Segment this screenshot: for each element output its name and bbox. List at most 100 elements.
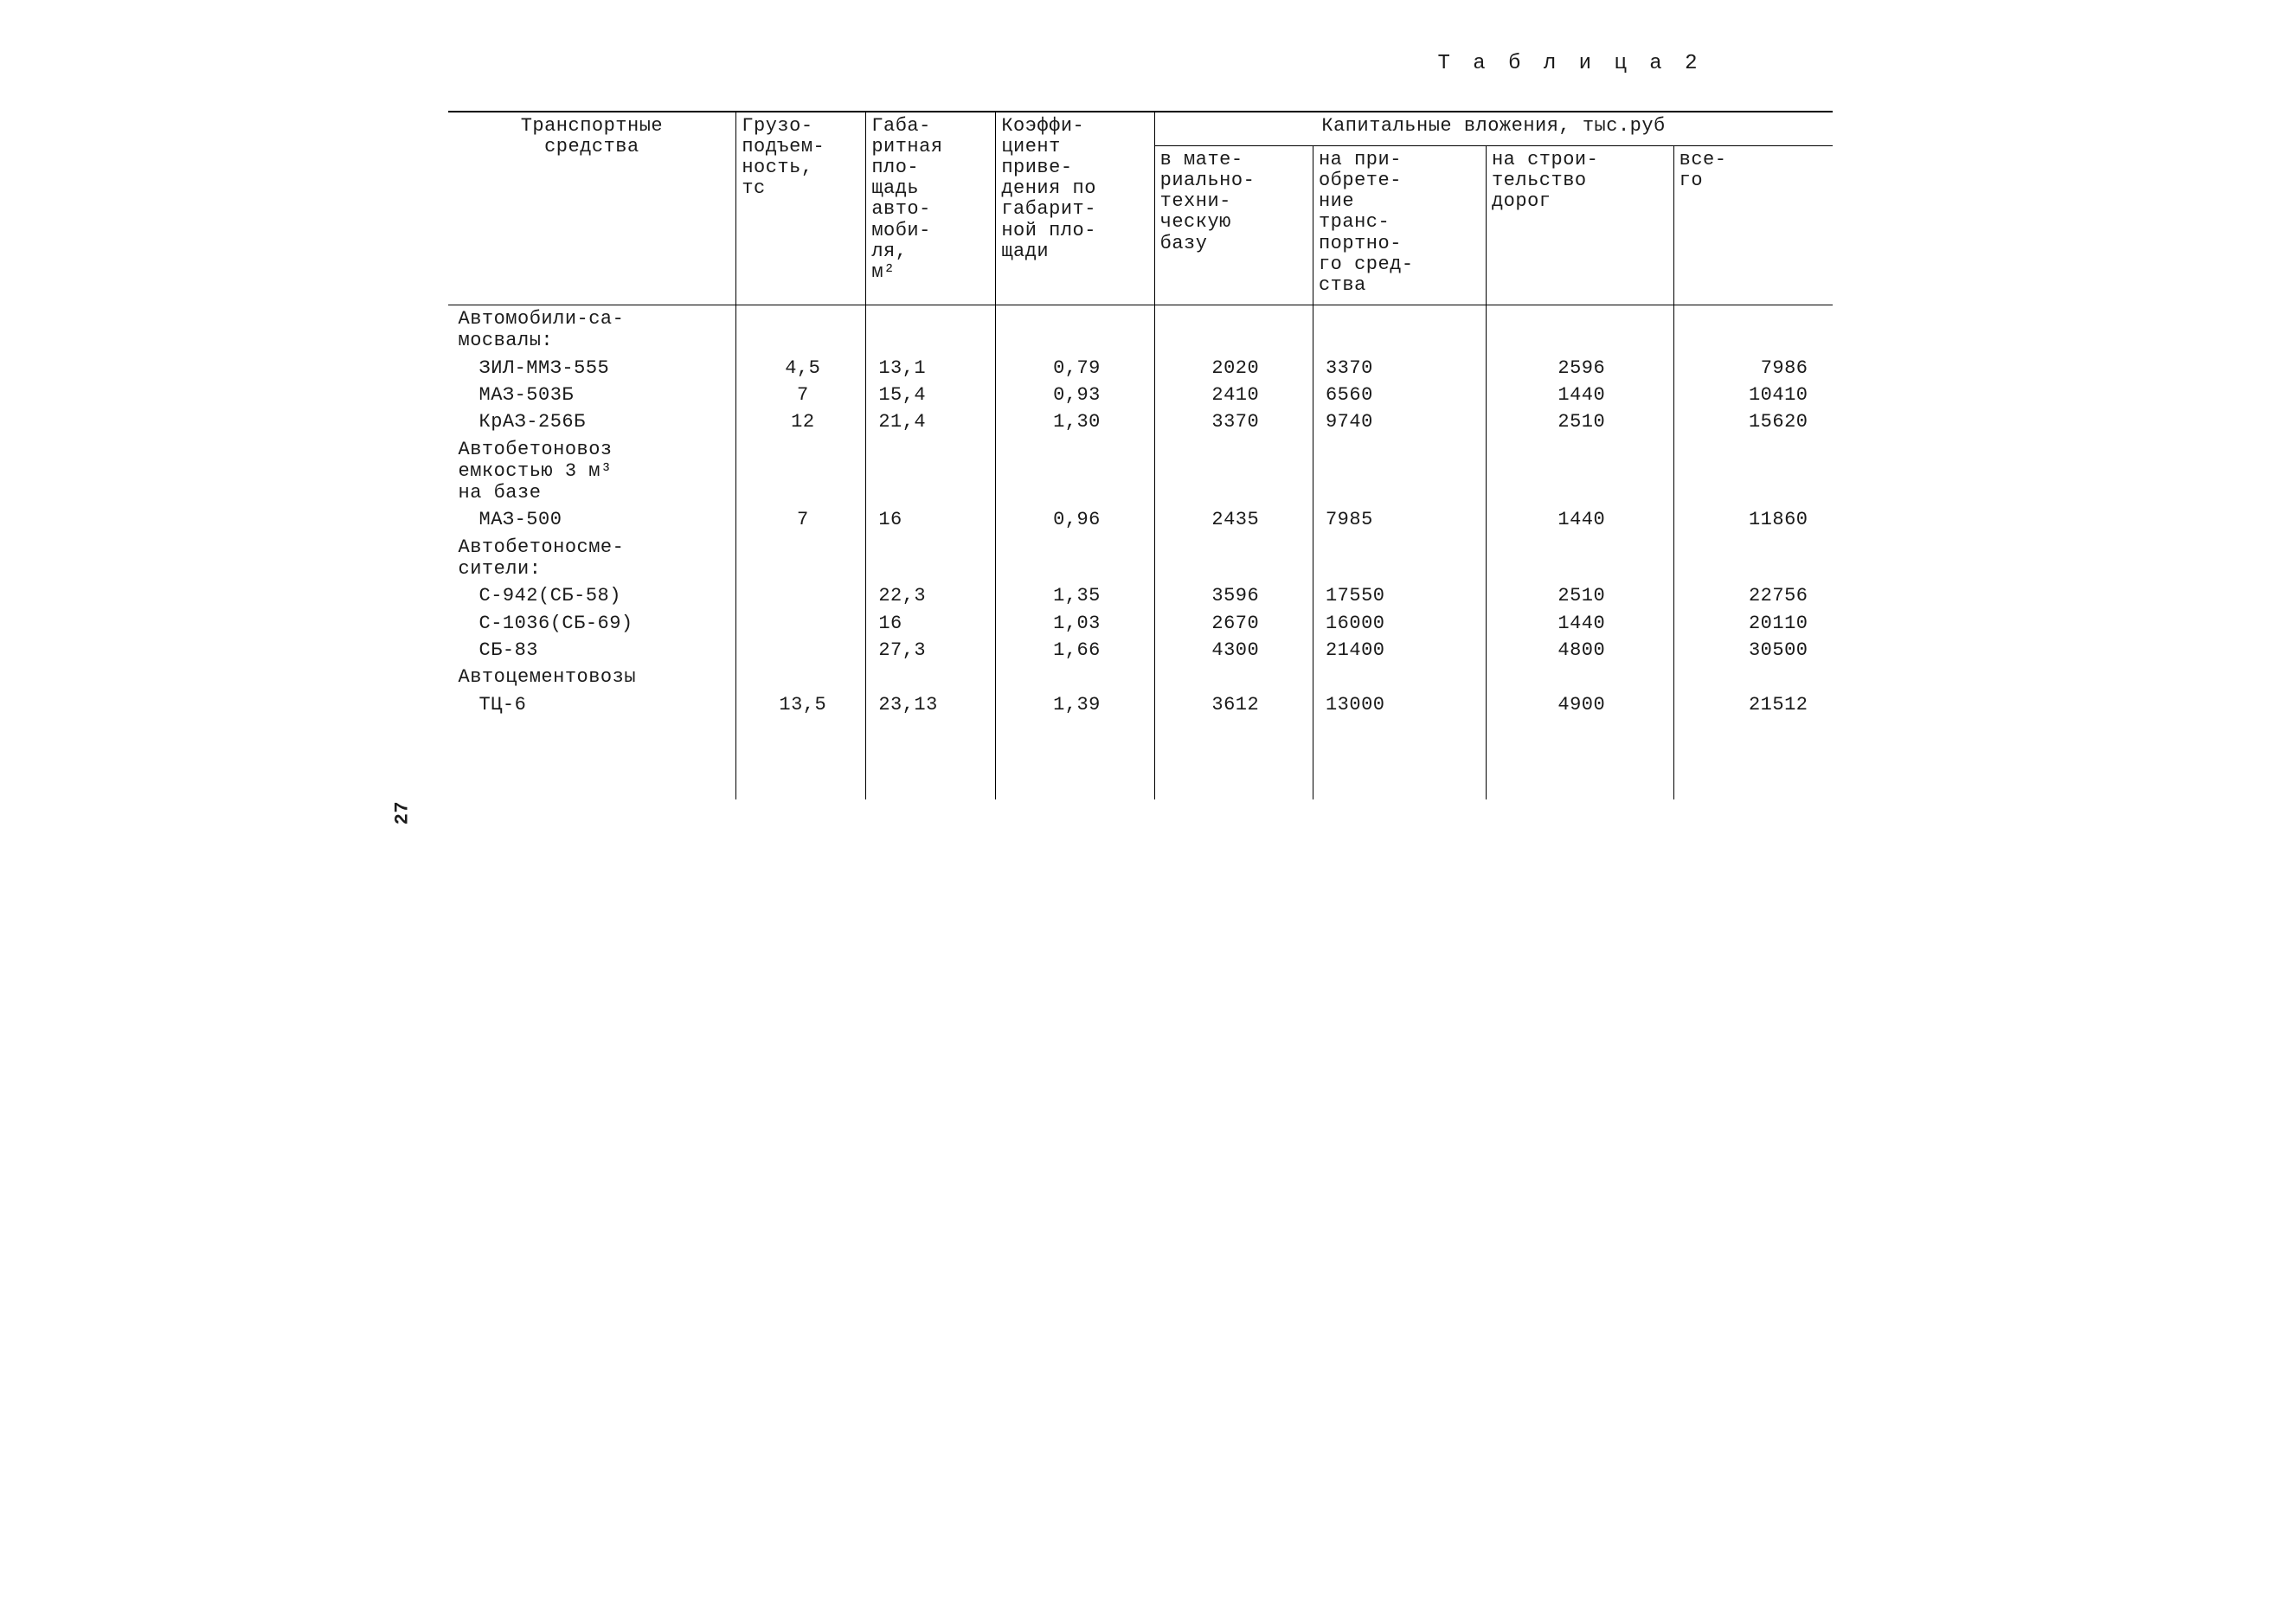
reduction-coef: 1,35 <box>996 582 1154 609</box>
cap-roads: 2510 <box>1486 408 1673 435</box>
empty-cell <box>1154 772 1313 799</box>
load-capacity: 13,5 <box>736 691 866 718</box>
cap-acquisition: 13000 <box>1313 691 1486 718</box>
header-col-transport: Транспортные средства <box>448 112 736 305</box>
empty-cell <box>1313 305 1486 355</box>
vehicle-name: ЗИЛ-ММЗ-555 <box>448 355 736 382</box>
cap-material-base: 3370 <box>1154 408 1313 435</box>
table-row: КрАЗ-256Б1221,41,3033709740251015620 <box>448 408 1833 435</box>
reduction-coef: 0,79 <box>996 355 1154 382</box>
empty-cell <box>866 436 996 507</box>
empty-cell <box>1486 718 1673 745</box>
cap-acquisition: 17550 <box>1313 582 1486 609</box>
table-row: СБ-8327,31,66430021400480030500 <box>448 637 1833 664</box>
empty-cell <box>1673 664 1832 690</box>
vehicle-name: МАЗ-500 <box>448 506 736 533</box>
cap-material-base: 2435 <box>1154 506 1313 533</box>
reduction-coef: 1,39 <box>996 691 1154 718</box>
empty-cell <box>996 745 1154 772</box>
empty-cell <box>1154 534 1313 583</box>
cap-roads: 4800 <box>1486 637 1673 664</box>
cap-acquisition: 21400 <box>1313 637 1486 664</box>
cap-material-base: 2020 <box>1154 355 1313 382</box>
overall-area: 16 <box>866 610 996 637</box>
empty-cell <box>736 436 866 507</box>
empty-cell <box>1154 436 1313 507</box>
group-title-row: Автобетоносме- сители: <box>448 534 1833 583</box>
cap-total: 7986 <box>1673 355 1832 382</box>
empty-cell <box>1673 436 1832 507</box>
table-row: МАЗ-5007160,9624357985144011860 <box>448 506 1833 533</box>
empty-cell <box>866 718 996 745</box>
cap-acquisition: 6560 <box>1313 382 1486 408</box>
load-capacity: 7 <box>736 382 866 408</box>
empty-cell <box>1313 664 1486 690</box>
blank-row <box>448 772 1833 799</box>
empty-cell <box>996 664 1154 690</box>
empty-cell <box>866 664 996 690</box>
blank-row <box>448 718 1833 745</box>
load-capacity: 4,5 <box>736 355 866 382</box>
page-number: 27 <box>391 801 413 825</box>
empty-cell <box>736 305 866 355</box>
header-group-capital: Капитальные вложения, тыс.руб <box>1154 112 1832 146</box>
load-capacity <box>736 582 866 609</box>
empty-cell <box>866 534 996 583</box>
cap-total: 30500 <box>1673 637 1832 664</box>
cap-roads: 1440 <box>1486 610 1673 637</box>
cap-roads: 4900 <box>1486 691 1673 718</box>
empty-cell <box>1486 664 1673 690</box>
empty-cell <box>1486 534 1673 583</box>
empty-cell <box>1486 436 1673 507</box>
cap-roads: 1440 <box>1486 382 1673 408</box>
empty-cell <box>1154 745 1313 772</box>
cap-material-base: 3612 <box>1154 691 1313 718</box>
empty-cell <box>1673 745 1832 772</box>
empty-cell <box>1313 718 1486 745</box>
overall-area: 22,3 <box>866 582 996 609</box>
table-row: С-1036(СБ-69)161,03267016000144020110 <box>448 610 1833 637</box>
group-title: Автомобили-са- мосвалы: <box>448 305 736 355</box>
vehicle-name: С-942(СБ-58) <box>448 582 736 609</box>
cap-material-base: 3596 <box>1154 582 1313 609</box>
empty-cell <box>1154 718 1313 745</box>
empty-cell <box>1673 305 1832 355</box>
capital-investments-table: Транспортные средства Грузо- подъем- нос… <box>448 111 1833 799</box>
empty-cell <box>1313 772 1486 799</box>
empty-cell <box>736 718 866 745</box>
blank-row <box>448 745 1833 772</box>
overall-area: 15,4 <box>866 382 996 408</box>
empty-cell <box>1313 745 1486 772</box>
cap-total: 21512 <box>1673 691 1832 718</box>
empty-cell <box>1486 305 1673 355</box>
reduction-coef: 0,96 <box>996 506 1154 533</box>
empty-cell <box>1486 745 1673 772</box>
empty-cell <box>866 305 996 355</box>
cap-roads: 2596 <box>1486 355 1673 382</box>
vehicle-name: ТЦ-6 <box>448 691 736 718</box>
reduction-coef: 0,93 <box>996 382 1154 408</box>
empty-cell <box>996 305 1154 355</box>
empty-cell <box>866 772 996 799</box>
cap-roads: 1440 <box>1486 506 1673 533</box>
group-title: Автоцементовозы <box>448 664 736 690</box>
header-col-coef: Коэффи- циент приве- дения по габарит- н… <box>996 112 1154 305</box>
header-col-material-base: в мате- риально- техни- ческую базу <box>1154 145 1313 305</box>
empty-cell <box>1673 718 1832 745</box>
cap-acquisition: 7985 <box>1313 506 1486 533</box>
group-title-row: Автомобили-са- мосвалы: <box>448 305 1833 355</box>
empty-cell <box>866 745 996 772</box>
empty-cell <box>448 718 736 745</box>
load-capacity <box>736 637 866 664</box>
reduction-coef: 1,03 <box>996 610 1154 637</box>
load-capacity <box>736 610 866 637</box>
cap-acquisition: 16000 <box>1313 610 1486 637</box>
vehicle-name: СБ-83 <box>448 637 736 664</box>
cap-total: 15620 <box>1673 408 1832 435</box>
empty-cell <box>996 772 1154 799</box>
empty-cell <box>1154 664 1313 690</box>
empty-cell <box>996 718 1154 745</box>
cap-total: 10410 <box>1673 382 1832 408</box>
vehicle-name: МАЗ-503Б <box>448 382 736 408</box>
cap-total: 20110 <box>1673 610 1832 637</box>
